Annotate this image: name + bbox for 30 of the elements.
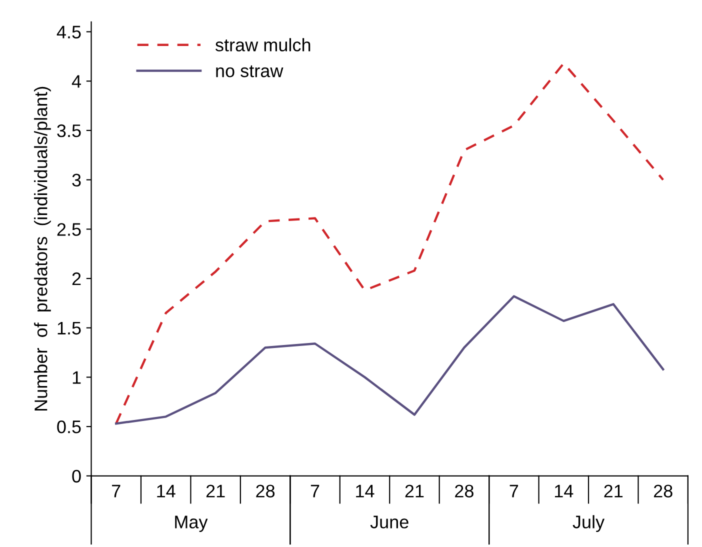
y-tick-label: 0 bbox=[72, 470, 81, 483]
line-series bbox=[115, 62, 664, 425]
y-axis-title: Number of predators (individuals/plant) bbox=[34, 86, 51, 410]
y-tick-label: 3.5 bbox=[57, 124, 81, 138]
line-series bbox=[115, 295, 664, 425]
text: July bbox=[572, 515, 605, 532]
x-tick-label: 28 bbox=[654, 484, 672, 498]
y-tick-label: 2.5 bbox=[57, 223, 81, 236]
x-tick-label: 14 bbox=[554, 484, 574, 498]
y-tick-label: 0.5 bbox=[57, 420, 81, 434]
legend-label: no straw bbox=[216, 65, 284, 78]
y-tick-label: 4.5 bbox=[56, 26, 81, 38]
y-tick-label: 4 bbox=[72, 75, 82, 88]
x-tick-label: 28 bbox=[455, 484, 474, 498]
x-tick-label: 21 bbox=[405, 484, 424, 498]
y-tick-label: 2 bbox=[72, 272, 81, 286]
legend-label: straw mulch bbox=[215, 38, 310, 52]
x-tick-label: 28 bbox=[256, 484, 275, 498]
y-tick-label: 1.5 bbox=[58, 322, 81, 335]
x-tick-label: 21 bbox=[206, 484, 225, 498]
x-tick-label: 7 bbox=[310, 484, 320, 498]
x-tick-label: 14 bbox=[157, 484, 176, 498]
x-tick-label: 14 bbox=[356, 484, 374, 498]
x-tick-label: 7 bbox=[510, 484, 518, 498]
x-tick-label: 7 bbox=[112, 484, 120, 498]
text: June bbox=[370, 516, 408, 528]
y-tick-label: 3 bbox=[72, 174, 81, 187]
x-tick-label: 21 bbox=[604, 484, 623, 498]
y-tick-label: 1 bbox=[72, 371, 81, 384]
text: May bbox=[175, 516, 208, 532]
